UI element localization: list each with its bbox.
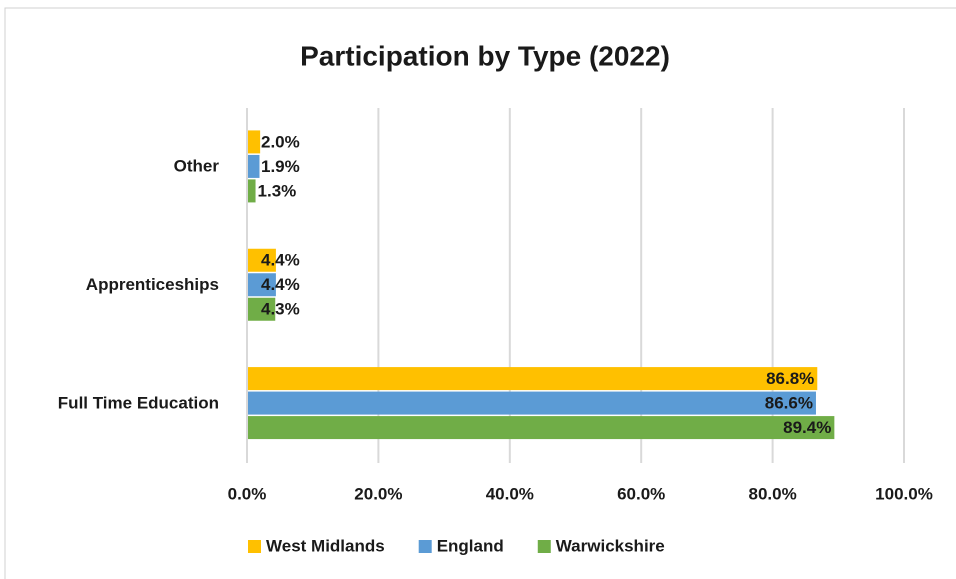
data-label: 4.4% <box>261 251 300 270</box>
data-label: 1.3% <box>258 181 297 200</box>
bar <box>247 130 261 154</box>
x-tick-label: 20.0% <box>354 484 402 503</box>
data-label: 2.0% <box>261 132 300 151</box>
bar <box>247 391 816 415</box>
legend-swatch <box>248 540 261 553</box>
data-label: 1.9% <box>261 157 300 176</box>
x-tick-label: 0.0% <box>228 484 267 503</box>
bar <box>247 179 256 203</box>
y-tick-label: Other <box>174 157 220 176</box>
legend-label: Warwickshire <box>556 536 665 555</box>
legend-swatch <box>537 540 551 553</box>
data-label: 86.8% <box>766 369 814 388</box>
x-tick-label: 80.0% <box>748 484 796 503</box>
bar <box>247 154 260 178</box>
data-label: 4.3% <box>261 300 300 319</box>
y-tick-label: Apprenticeships <box>86 275 219 294</box>
chart-title: Participation by Type (2022) <box>300 40 670 71</box>
x-tick-label: 60.0% <box>617 484 665 503</box>
bar <box>247 416 835 440</box>
bar <box>247 367 818 391</box>
data-label: 86.6% <box>765 394 813 413</box>
y-tick-label: Full Time Education <box>58 393 219 412</box>
bar <box>247 297 276 321</box>
x-tick-label: 40.0% <box>486 484 534 503</box>
chart-frame <box>4 7 956 579</box>
legend-swatch <box>418 540 432 553</box>
data-label: 4.4% <box>261 275 300 294</box>
data-label: 89.4% <box>783 418 831 437</box>
legend-label: England <box>437 536 504 555</box>
x-tick-label: 100.0% <box>875 484 933 503</box>
legend-label: West Midlands <box>266 536 385 555</box>
bar <box>247 248 276 272</box>
bar <box>247 273 276 297</box>
